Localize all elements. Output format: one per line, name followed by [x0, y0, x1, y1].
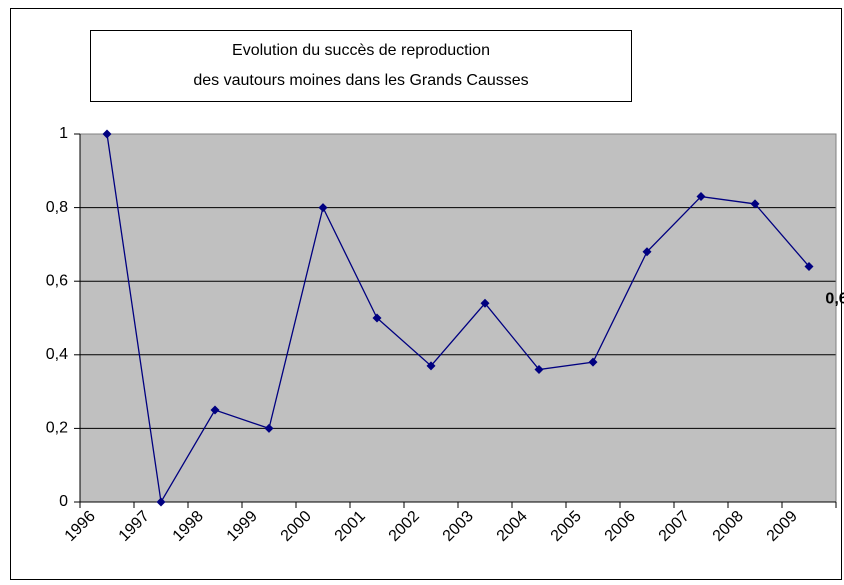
- point-marker: [804, 261, 814, 271]
- y-tick-label: 0,8: [46, 199, 68, 216]
- point-marker: [588, 357, 598, 367]
- point-marker: [750, 199, 760, 209]
- point-marker: [534, 365, 544, 375]
- point-marker: [210, 405, 220, 415]
- y-tick-label: 0,4: [46, 346, 68, 363]
- point-marker: [102, 129, 112, 139]
- point-marker: [642, 247, 652, 257]
- series-line: [106, 133, 810, 504]
- title-box: [90, 30, 632, 102]
- chart-title: Evolution du succès de reproduction: [232, 42, 490, 59]
- point-marker: [696, 192, 706, 202]
- point-marker: [318, 203, 328, 213]
- plot-area: [80, 134, 836, 502]
- y-tick-label: 0,6: [46, 272, 68, 289]
- chart-title: des vautours moines dans les Grands Caus…: [193, 72, 528, 89]
- point-marker: [372, 313, 382, 323]
- data-label: 0,64: [825, 291, 844, 308]
- point-marker: [480, 298, 490, 308]
- y-tick-label: 1: [59, 125, 68, 142]
- y-tick-label: 0,2: [46, 420, 68, 437]
- point-marker: [426, 361, 436, 371]
- point-marker: [264, 423, 274, 433]
- y-tick-label: 0: [59, 493, 68, 510]
- point-marker: [156, 497, 166, 507]
